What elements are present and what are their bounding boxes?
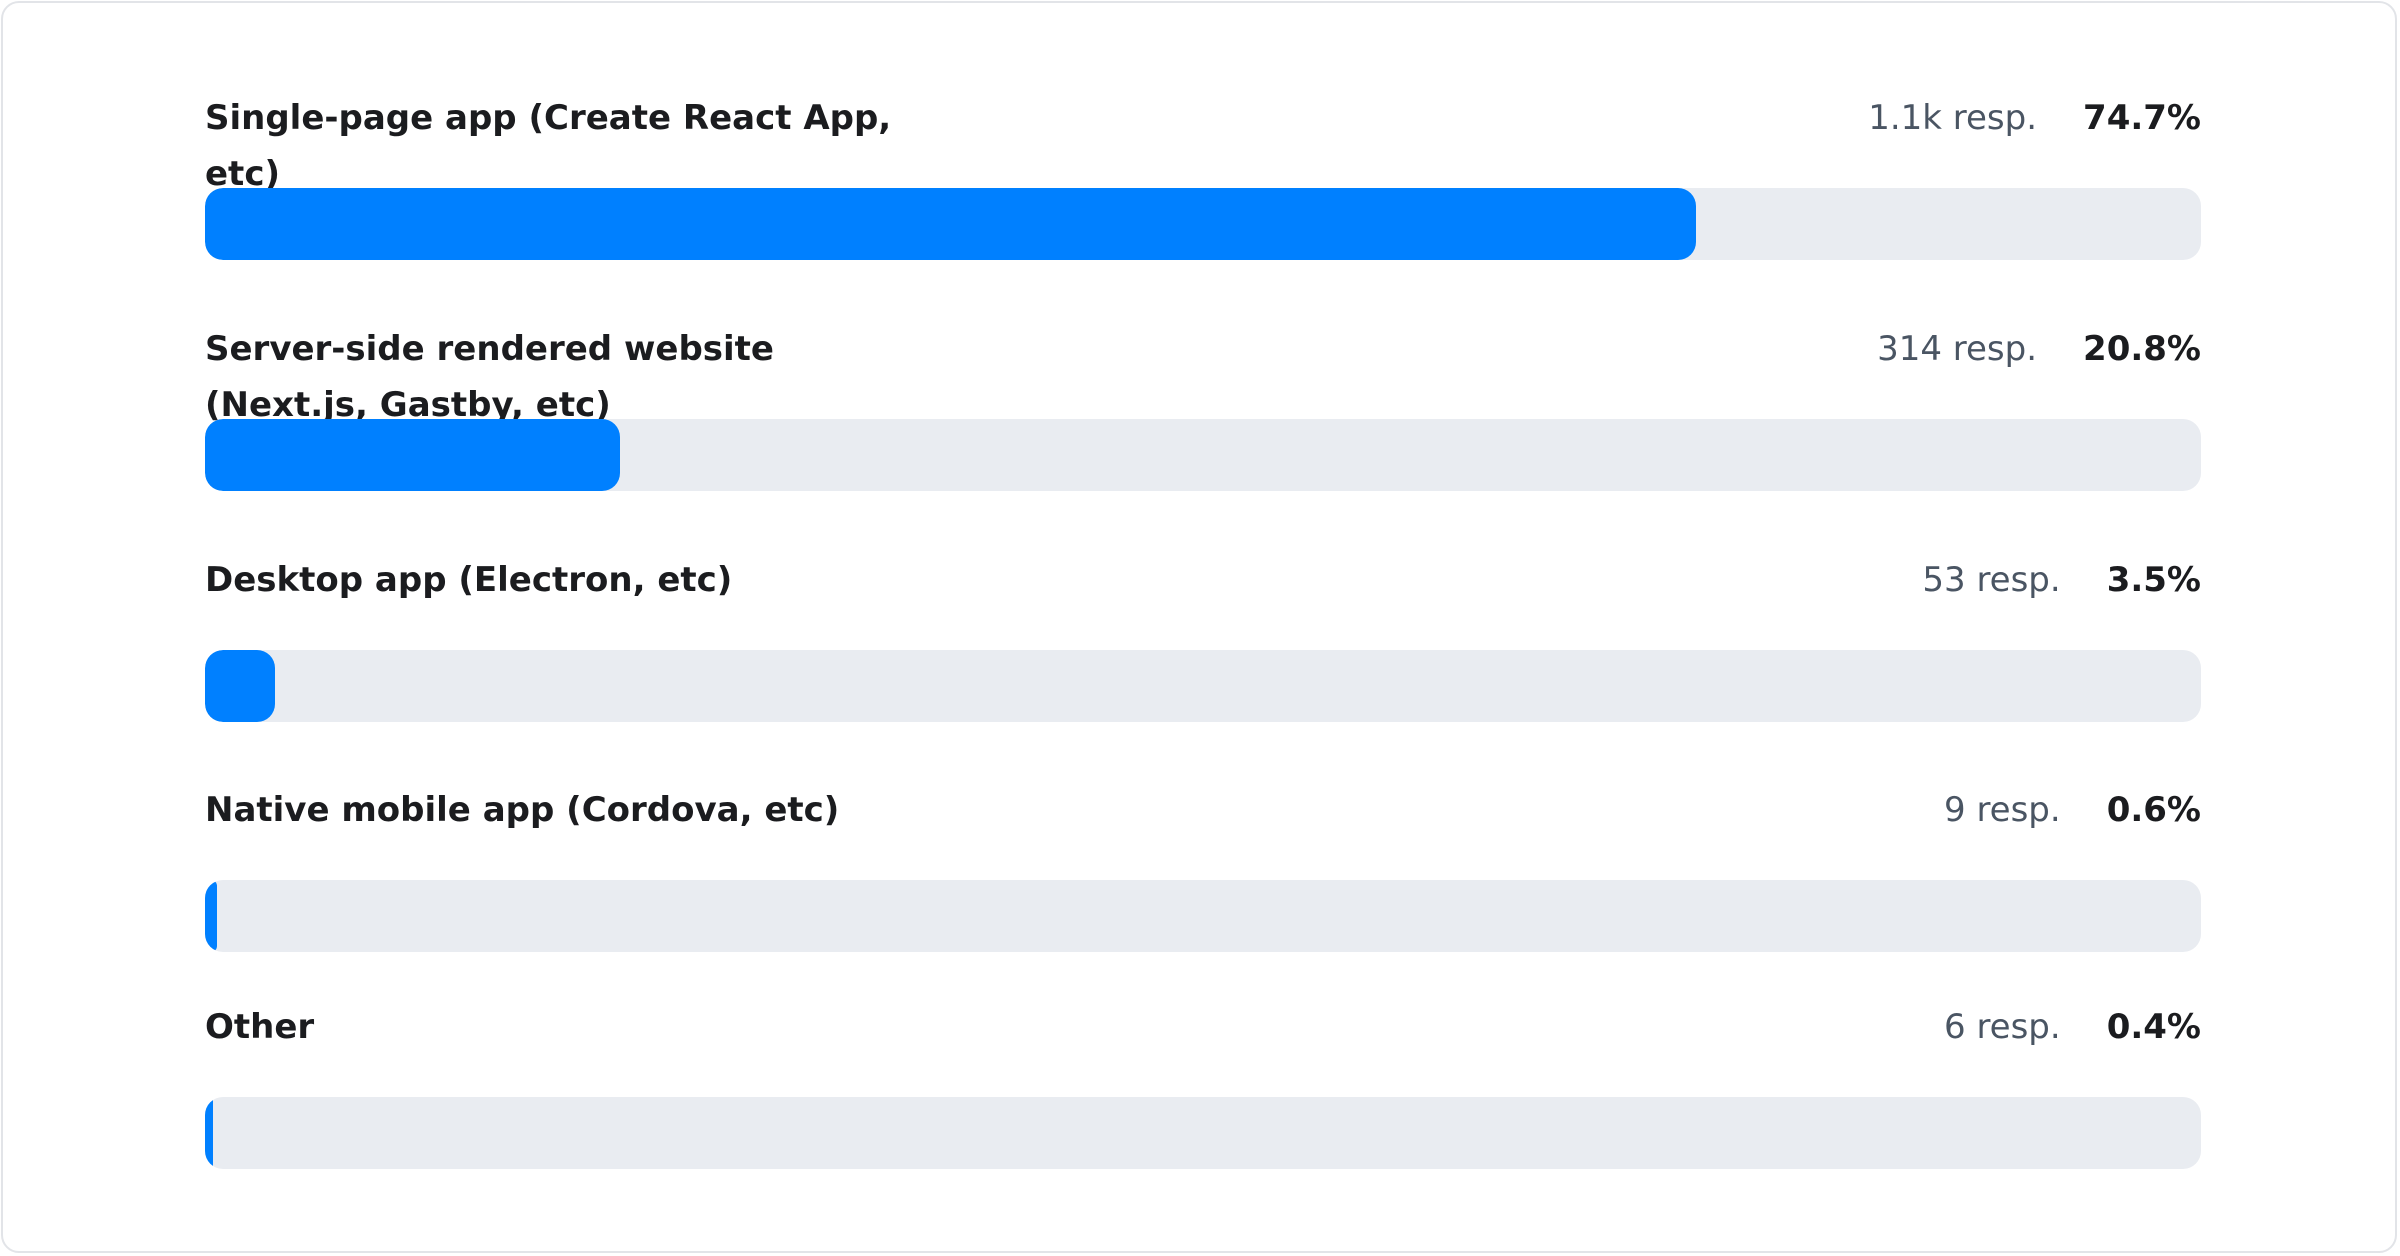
bar-track — [205, 650, 2201, 722]
result-meta: 314 resp. 20.8% — [1877, 321, 2201, 377]
result-row: Single-page app (Create React App, etc) … — [205, 90, 2201, 260]
bar-track — [205, 419, 2201, 491]
bar-track — [205, 880, 2201, 952]
bar-fill — [205, 880, 217, 952]
result-meta: 1.1k resp. 74.7% — [1868, 90, 2201, 146]
option-label: Server-side rendered website (Next.js, G… — [205, 329, 774, 425]
result-header: Other 6 resp. 0.4% — [205, 999, 2201, 1059]
response-count: 6 resp. — [1944, 1007, 2061, 1047]
bar-fill — [205, 419, 621, 491]
result-header: Server-side rendered website (Next.js, G… — [205, 321, 2201, 425]
result-meta: 9 resp. 0.6% — [1944, 782, 2201, 838]
result-header: Desktop app (Electron, etc) 53 resp. 3.5… — [205, 552, 2201, 612]
bar-fill — [205, 650, 275, 722]
result-header: Single-page app (Create React App, etc) … — [205, 90, 2201, 194]
bar-track — [205, 188, 2201, 260]
option-label: Desktop app (Electron, etc) — [205, 560, 733, 600]
percentage-label: 74.7% — [2083, 98, 2201, 138]
percentage-label: 20.8% — [2083, 329, 2201, 369]
result-meta: 53 resp. 3.5% — [1922, 552, 2201, 608]
option-label: Native mobile app (Cordova, etc) — [205, 790, 840, 830]
bar-track — [205, 1097, 2201, 1169]
result-row: Other 6 resp. 0.4% — [205, 999, 2201, 1169]
percentage-label: 0.4% — [2106, 1007, 2201, 1047]
response-count: 9 resp. — [1944, 790, 2061, 830]
option-label: Other — [205, 1007, 315, 1047]
option-label: Single-page app (Create React App, etc) — [205, 98, 892, 194]
percentage-label: 0.6% — [2106, 790, 2201, 830]
response-count: 1.1k resp. — [1868, 98, 2038, 138]
result-row: Desktop app (Electron, etc) 53 resp. 3.5… — [205, 552, 2201, 722]
response-count: 53 resp. — [1922, 560, 2061, 600]
bar-fill — [205, 1097, 213, 1169]
response-count: 314 resp. — [1877, 329, 2038, 369]
result-header: Native mobile app (Cordova, etc) 9 resp.… — [205, 782, 2201, 842]
percentage-label: 3.5% — [2106, 560, 2201, 600]
bar-fill — [205, 188, 1696, 260]
result-row: Native mobile app (Cordova, etc) 9 resp.… — [205, 782, 2201, 952]
result-row: Server-side rendered website (Next.js, G… — [205, 321, 2201, 491]
result-meta: 6 resp. 0.4% — [1944, 999, 2201, 1055]
